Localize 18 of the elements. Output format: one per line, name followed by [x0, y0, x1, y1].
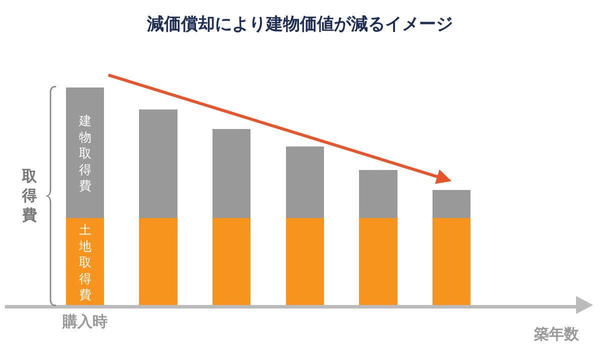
bar [286, 218, 324, 305]
bar [212, 218, 251, 305]
text: 建物 [79, 113, 92, 144]
bar [139, 218, 178, 305]
bar [139, 109, 178, 218]
bar [432, 218, 471, 305]
annotation: 土地取得費 [78, 222, 92, 302]
bar [286, 146, 324, 218]
bar [432, 190, 471, 218]
y-axis-title: 取得費 [79, 146, 92, 193]
bar [212, 128, 251, 218]
x-axis-title: 築年数 [533, 325, 580, 343]
text: 取得費 [22, 167, 37, 224]
bar [66, 88, 104, 218]
bar [359, 170, 398, 218]
bar [359, 218, 398, 305]
chart-title: 減価償却により建物価値が減るイメージ [146, 14, 453, 34]
x-tick-label: 購入時 [61, 312, 108, 330]
